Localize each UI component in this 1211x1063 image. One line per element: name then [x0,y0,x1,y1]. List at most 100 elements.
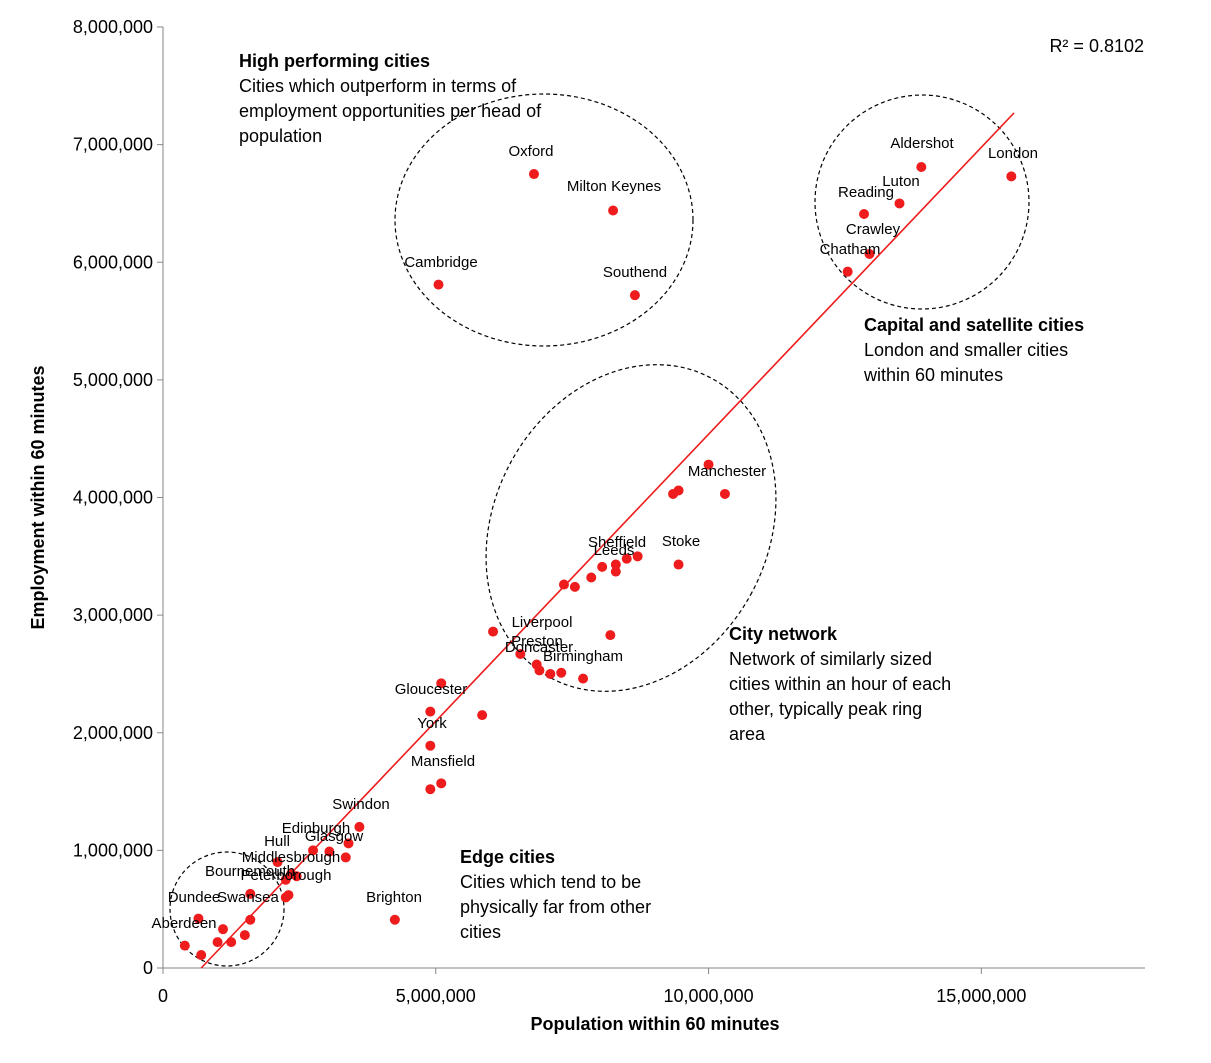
y-tick-label: 0 [143,958,153,978]
data-point [477,710,488,721]
data-point [916,161,927,172]
point-label: Hull [264,833,290,850]
point-label: Crawley [846,221,901,238]
point-label: Swansea [217,889,279,906]
point-label: Brighton [366,889,422,906]
data-point [621,553,632,564]
y-tick-label: 3,000,000 [73,605,153,625]
annotation-title: High performing cities [239,51,430,71]
annotation-text: Network of similarly sized [729,649,932,669]
data-point [597,561,608,572]
point-label: Oxford [508,143,553,160]
annotation-text: other, typically peak ring [729,699,922,719]
data-point [558,579,569,590]
point-label: Milton Keynes [567,178,661,195]
data-point [212,937,223,948]
data-point [569,581,580,592]
data-point [586,572,597,583]
cluster-ellipse-edge [169,851,285,967]
data-point [218,924,229,935]
point-label: Chatham [820,241,881,258]
point-label: Doncaster [505,639,573,656]
point-label: Sheffield [588,534,646,551]
data-point [610,566,621,577]
data-point [196,950,207,961]
data-point [703,459,714,470]
cluster-ellipse-high-performing [394,93,694,347]
data-point [578,673,589,684]
data-point [629,290,640,301]
data-point [179,940,190,951]
y-axis-title: Employment within 60 minutes [28,365,48,629]
point-label: Manchester [688,463,766,480]
y-tick-label: 4,000,000 [73,488,153,508]
annotation-text: physically far from other [460,897,651,917]
data-point [605,630,616,641]
data-point [425,706,436,717]
point-label: Middlesbrough [242,849,340,866]
point-label: Peterborough [241,867,332,884]
data-point [842,266,853,277]
data-point [515,648,526,659]
data-point [340,852,351,863]
annotation-text: Cities which tend to be [460,872,641,892]
data-point [632,551,643,562]
point-label: Reading [838,184,894,201]
point-label: Mansfield [411,753,475,770]
point-label: Aldershot [890,135,954,152]
x-tick-label: 5,000,000 [396,986,476,1006]
point-label: Dundee [168,889,221,906]
y-tick-label: 7,000,000 [73,135,153,155]
data-point [859,209,870,220]
r-squared-label: R² = 0.8102 [1049,36,1144,56]
data-point [245,888,256,899]
point-label: Bournemouth [205,863,295,880]
point-labels: Oxford Milton Keynes Cambridge Southend Alde… [151,135,1038,932]
data-point [534,665,545,676]
point-label: Birmingham [543,648,623,665]
point-label: Stoke [662,533,700,550]
data-point [291,871,302,882]
y-tick-label: 1,000,000 [73,840,153,860]
annotation-text: area [729,724,766,744]
y-tick-label: 8,000,000 [73,17,153,37]
data-point [864,249,875,260]
point-label: Preston [511,633,563,650]
data-point [436,678,447,689]
annotations: High performing cities Cities which outpe… [239,51,1084,942]
point-label: Leeds [594,542,635,559]
y-tick-label: 2,000,000 [73,723,153,743]
x-tick-label: 0 [158,986,168,1006]
annotation-title: Capital and satellite cities [864,315,1084,335]
data-point [545,668,556,679]
point-label: Cambridge [404,254,477,271]
data-point [436,778,447,789]
data-point [354,821,365,832]
data-point [1006,171,1017,182]
point-label: Luton [882,173,920,190]
data-point [608,205,619,216]
data-point [433,279,444,290]
annotation-text: cities [460,922,501,942]
data-point [894,198,905,209]
data-point [280,874,291,885]
data-point [226,937,237,948]
data-point [193,913,204,924]
data-point [239,930,250,941]
data-point [719,488,730,499]
trendline [200,112,1015,969]
x-axis-title: Population within 60 minutes [530,1014,779,1034]
annotation-text: cities within an hour of each [729,674,951,694]
data-point [488,626,499,637]
data-point [389,914,400,925]
trendline-group: R² = 0.8102 [200,36,1144,969]
axes: 0 1,000,000 2,000,000 3,000,000 4,000,000 5,0… [28,17,1145,1034]
data-point [324,846,335,857]
y-tick-label: 5,000,000 [73,370,153,390]
annotation-title: City network [729,624,838,644]
point-label: Glasgow [305,828,364,845]
annotation-text: population [239,126,322,146]
data-point [425,740,436,751]
